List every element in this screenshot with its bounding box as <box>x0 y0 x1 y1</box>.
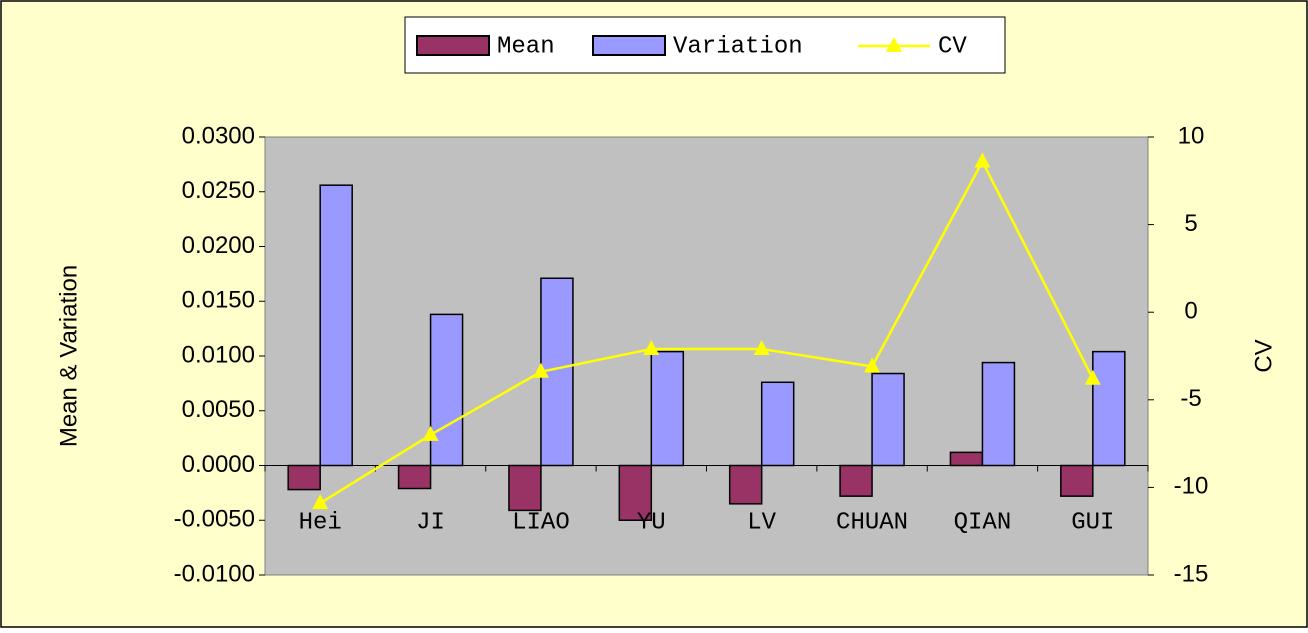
legend-swatch <box>886 37 902 52</box>
y-axis-title: Mean & Variation <box>55 265 82 447</box>
marker <box>312 494 329 510</box>
bar <box>839 464 873 497</box>
y-tick-label: 0.0200 <box>182 232 255 259</box>
x-tick-label: QIAN <box>954 509 1012 536</box>
bar <box>871 372 905 467</box>
legend-label: CV <box>938 33 967 60</box>
bar <box>508 464 542 512</box>
x-tick-label: YU <box>637 509 666 536</box>
y-tick-label: 0.0100 <box>182 341 255 368</box>
bar <box>650 350 685 467</box>
y2-tick-label: 10 <box>1178 122 1205 149</box>
legend-swatch <box>592 35 666 56</box>
y-tick-label: -0.0100 <box>174 560 255 587</box>
legend-label: Variation <box>673 33 803 60</box>
y-tick-label: 0.0300 <box>182 122 255 149</box>
marker <box>1084 369 1101 385</box>
marker <box>974 152 991 168</box>
y-tick-label: 0.0050 <box>182 396 255 423</box>
bar <box>397 464 432 490</box>
marker <box>864 357 881 373</box>
bar <box>728 464 763 505</box>
bar <box>618 464 653 521</box>
bar <box>981 361 1016 467</box>
marker <box>753 339 770 355</box>
legend-label: Mean <box>497 33 555 60</box>
x-tick-label: JI <box>416 509 445 536</box>
marker <box>532 362 549 378</box>
y2-tick-label: -5 <box>1180 385 1201 412</box>
y-tick-label: -0.0050 <box>174 506 255 533</box>
x-tick-label: LIAO <box>512 509 570 536</box>
y2-tick-label: -10 <box>1174 473 1209 500</box>
x-tick-label: GUI <box>1071 509 1114 536</box>
legend-swatch <box>416 35 490 56</box>
bar <box>760 381 795 467</box>
marker <box>643 339 660 355</box>
bar <box>949 451 984 467</box>
y2-tick-label: 0 <box>1184 298 1197 325</box>
x-tick-label: Hei <box>299 509 342 536</box>
y-tick-label: 0.0000 <box>182 451 255 478</box>
y-tick-label: 0.0250 <box>182 177 255 204</box>
bar <box>429 313 464 467</box>
x-tick-label: CHUAN <box>836 509 908 536</box>
y-tick-label: 0.0150 <box>182 287 255 314</box>
plot-area <box>264 136 1149 576</box>
marker <box>422 425 439 441</box>
x-tick-label: LV <box>747 509 776 536</box>
line <box>319 158 1094 505</box>
bar <box>287 464 321 491</box>
bar <box>1060 464 1094 497</box>
bar <box>319 184 353 467</box>
y2-tick-label: -15 <box>1174 560 1209 587</box>
y2-axis-title: CV <box>1250 339 1277 372</box>
bar <box>1092 350 1126 467</box>
y2-tick-label: 5 <box>1184 210 1197 237</box>
